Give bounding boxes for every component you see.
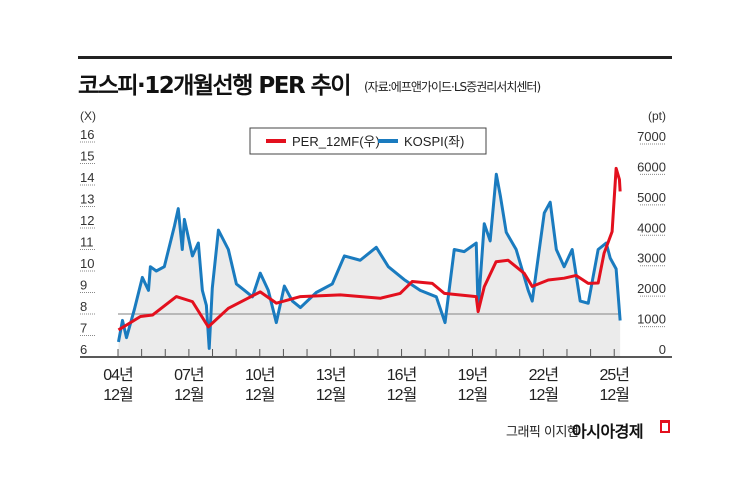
x-tick-month: 12월 (316, 386, 346, 404)
right-tick-label: 5000 (637, 190, 666, 205)
legend-label-per: PER_12MF(우) (292, 134, 380, 149)
left-tick-label: 14 (80, 170, 94, 185)
x-tick-year: 13년 (316, 366, 346, 384)
left-tick-label: 16 (80, 127, 94, 142)
x-tick-year: 16년 (387, 366, 417, 384)
left-tick-label: 6 (80, 342, 87, 357)
left-tick-label: 13 (80, 192, 94, 207)
publisher-logo: 아시아경제 (572, 422, 644, 441)
chart-source: (자료:에프앤가이드·LS증권리서치센터) (364, 80, 541, 94)
left-tick-label: 15 (80, 149, 94, 164)
x-tick-year: 19년 (458, 366, 488, 384)
right-tick-label: 4000 (637, 220, 666, 235)
x-tick-year: 22년 (529, 366, 559, 384)
legend-box (249, 127, 487, 155)
left-tick-label: 10 (80, 256, 94, 271)
right-tick-label: 3000 (637, 251, 666, 266)
left-tick-label: 11 (80, 235, 94, 250)
x-tick-month: 12월 (458, 386, 488, 404)
right-tick-label: 0 (659, 342, 666, 357)
left-axis-unit: (X) (80, 109, 96, 123)
graphic-credit: 그래픽 이지현 (506, 425, 579, 440)
kospi-line (116, 172, 622, 350)
x-tick-year: 07년 (174, 366, 204, 384)
x-tick-year: 25년 (599, 366, 629, 384)
right-axis-unit: (pt) (648, 109, 666, 123)
legend-label-kospi: KOSPI(좌) (404, 134, 464, 149)
x-tick-month: 12월 (103, 386, 133, 404)
x-tick-month: 12월 (245, 386, 275, 404)
x-tick-year: 04년 (103, 366, 133, 384)
x-tick-month: 12월 (529, 386, 559, 404)
logo-mark-icon (660, 420, 670, 433)
x-tick-month: 12월 (387, 386, 417, 404)
right-tick-label: 1000 (637, 312, 666, 327)
left-tick-label: 8 (80, 299, 87, 314)
right-tick-label: 6000 (637, 159, 666, 174)
left-tick-label: 12 (80, 213, 94, 228)
right-tick-label: 2000 (637, 281, 666, 296)
kospi-area (118, 174, 621, 357)
title-rule (78, 56, 672, 59)
left-tick-label: 7 (80, 321, 87, 336)
x-tick-month: 12월 (174, 386, 204, 404)
x-tick-year: 10년 (245, 366, 275, 384)
per-line (117, 166, 622, 332)
right-tick-label: 7000 (637, 129, 666, 144)
left-tick-label: 9 (80, 278, 87, 293)
chart-title: 코스피·12개월선행 PER 추이 (78, 73, 351, 99)
x-tick-month: 12월 (599, 386, 629, 404)
